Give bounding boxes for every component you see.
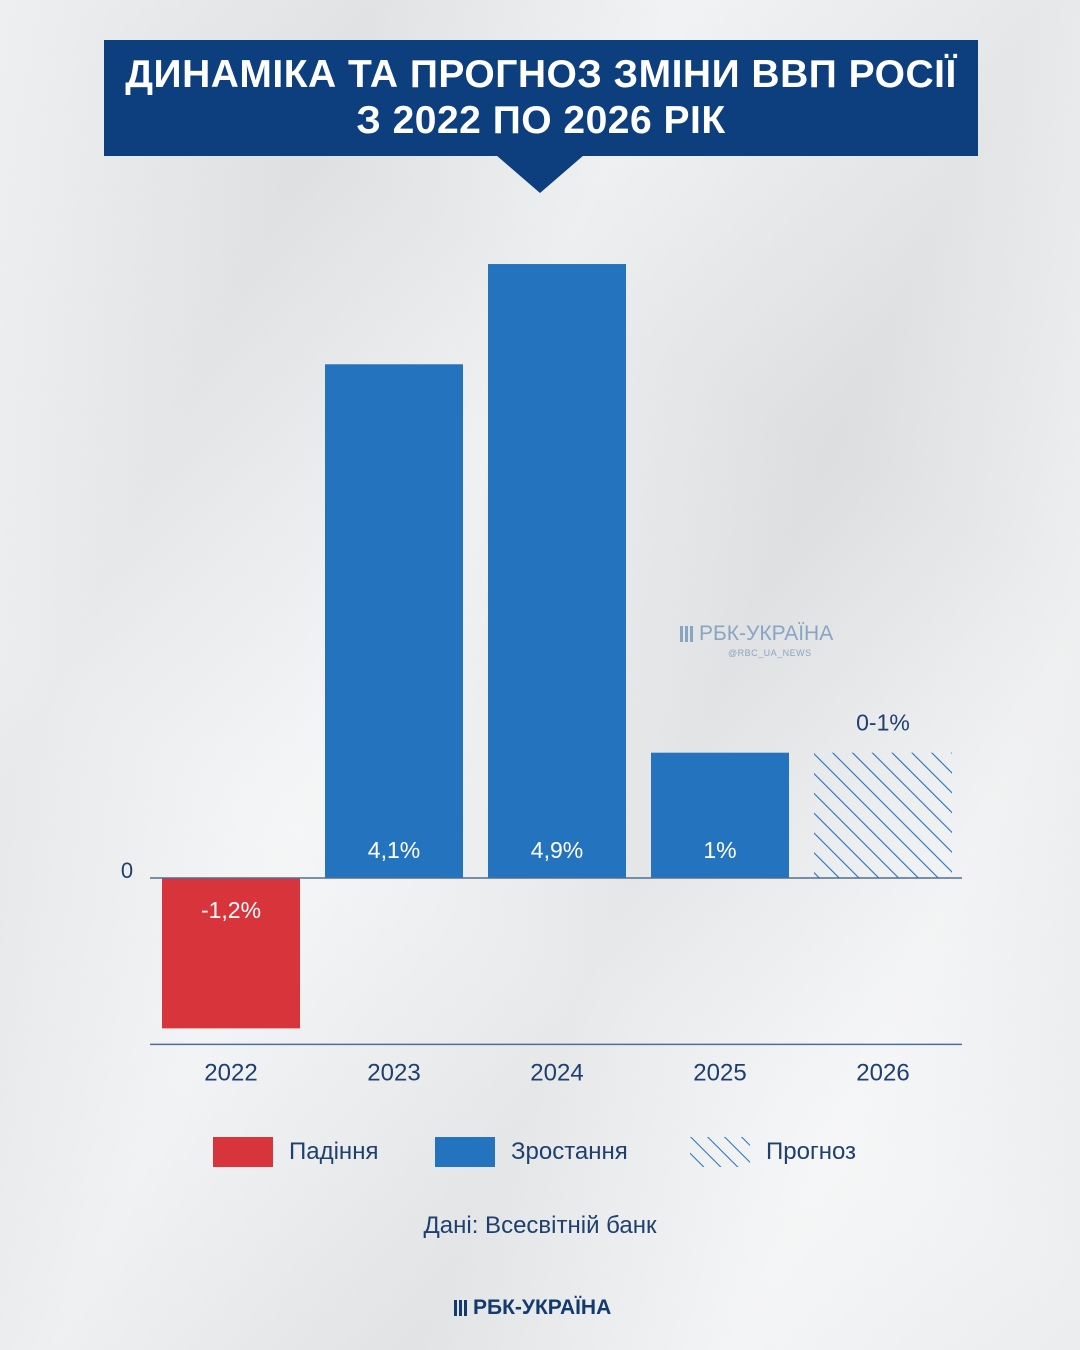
- bar-2024: [488, 264, 626, 878]
- watermark-handle: @RBC_UA_NEWS: [728, 648, 812, 658]
- watermark-name: РБК-УКРАЇНА: [699, 622, 834, 645]
- zero-label: 0: [121, 858, 133, 883]
- legend: Падіння Зростання Прогноз: [0, 1136, 1080, 1168]
- title-pointer: [496, 155, 584, 193]
- legend-label-fall: Падіння: [289, 1138, 379, 1165]
- bar-2025: [651, 752, 789, 878]
- legend-swatch-growth: [435, 1137, 495, 1167]
- value-label-2025: 1%: [703, 837, 736, 863]
- watermark-logo-icon: [680, 626, 693, 642]
- legend-item-forecast: Прогноз: [690, 1136, 856, 1168]
- title-banner: ДИНАМІКА ТА ПРОГНОЗ ЗМІНИ ВВП РОСІЇ З 20…: [104, 40, 978, 156]
- value-label-2023: 4,1%: [368, 837, 420, 863]
- bar-2022: [162, 878, 300, 1029]
- x-tick-label-2024: 2024: [530, 1059, 583, 1086]
- x-tick-label-2026: 2026: [856, 1059, 909, 1086]
- legend-item-growth: Зростання: [435, 1136, 628, 1168]
- value-label-2026: 0-1%: [856, 710, 910, 736]
- footer-brand-name: РБК-УКРАЇНА: [473, 1296, 612, 1319]
- bar-2023: [325, 364, 463, 878]
- value-label-2024: 4,9%: [531, 837, 583, 863]
- brand-logo-icon: [454, 1300, 467, 1316]
- legend-label-growth: Зростання: [511, 1138, 628, 1165]
- value-label-2022: -1,2%: [201, 897, 261, 923]
- bar-2026: [814, 752, 952, 878]
- title-line-2: З 2022 ПО 2026 РІК: [356, 99, 726, 142]
- x-tick-label-2023: 2023: [367, 1059, 420, 1086]
- legend-swatch-fall: [213, 1137, 273, 1167]
- legend-swatch-forecast-fill: [690, 1137, 750, 1167]
- title-line-1: ДИНАМІКА ТА ПРОГНОЗ ЗМІНИ ВВП РОСІЇ: [125, 53, 957, 96]
- footer-brand: РБК-УКРАЇНА: [454, 1296, 611, 1320]
- bar-chart: 0 -1,2% 4,1% 4,9% 1% 0-1% 2022 2023 2024 2025 2026: [121, 264, 962, 1086]
- source-note: Дані: Всесвітній банк: [423, 1212, 657, 1239]
- legend-item-fall: Падіння: [213, 1136, 378, 1168]
- watermark: РБК-УКРАЇНА @RBC_UA_NEWS: [680, 622, 833, 658]
- legend-swatch-forecast: [690, 1137, 750, 1167]
- x-tick-label-2025: 2025: [693, 1059, 746, 1086]
- x-tick-label-2022: 2022: [204, 1059, 257, 1086]
- legend-label-forecast: Прогноз: [766, 1138, 857, 1165]
